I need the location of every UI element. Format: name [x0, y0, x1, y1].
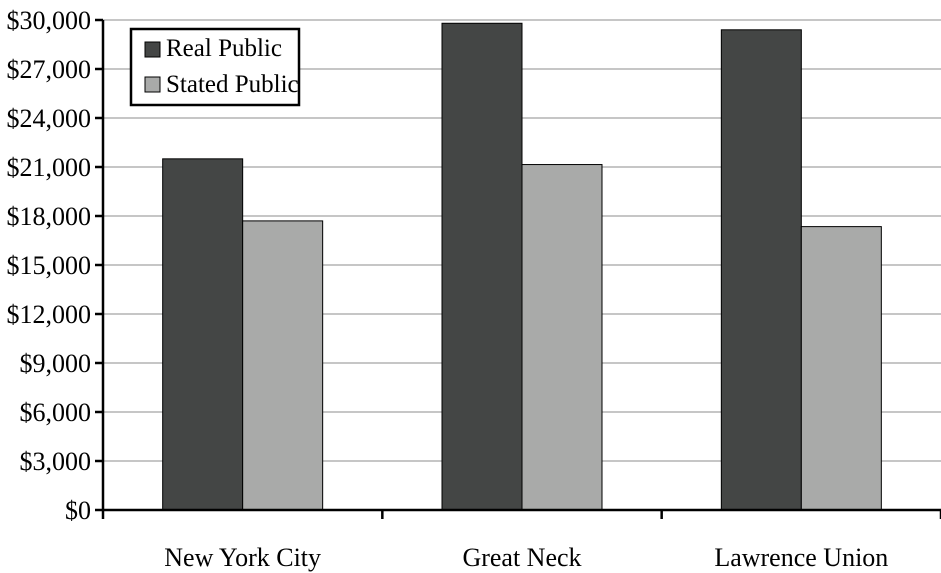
legend: Real Public Stated Public	[129, 27, 301, 107]
y-axis-tick-labels: $0 $3,000 $6,000 $9,000 $12,000 $15,000 $18,00…	[7, 6, 92, 525]
y-tick-label: $30,000	[7, 6, 92, 35]
y-tick-label: $27,000	[7, 55, 92, 84]
y-tick-label: $3,000	[20, 447, 92, 476]
y-tick-label: $0	[65, 496, 91, 525]
x-category-label: Great Neck	[462, 543, 581, 572]
x-axis-category-labels: New York City Great Neck Lawrence Union	[164, 543, 888, 572]
y-tick-label: $12,000	[7, 300, 92, 329]
y-tick-label: $15,000	[7, 251, 92, 280]
bar-stated-public-lawrence-union	[800, 226, 882, 511]
y-tick-label: $24,000	[7, 104, 92, 133]
y-tick-label: $21,000	[7, 153, 92, 182]
bar-real-public-lawrence-union	[720, 29, 802, 511]
axes	[95, 18, 941, 519]
legend-swatch-stated-public	[144, 76, 161, 93]
bar-real-public-great-neck	[441, 22, 523, 511]
y-tick-label: $6,000	[20, 398, 92, 427]
legend-label-stated-public: Stated Public	[166, 71, 299, 98]
x-category-label: New York City	[164, 543, 321, 572]
y-tick-label: $18,000	[7, 202, 92, 231]
legend-label-real-public: Real Public	[166, 35, 282, 62]
bar-stated-public-new-york-city	[242, 220, 324, 511]
y-tick-label: $9,000	[20, 349, 92, 378]
bar-stated-public-great-neck	[521, 164, 603, 511]
bar-real-public-new-york-city	[162, 158, 244, 511]
x-category-label: Lawrence Union	[714, 543, 888, 572]
legend-swatch-real-public	[144, 41, 161, 58]
